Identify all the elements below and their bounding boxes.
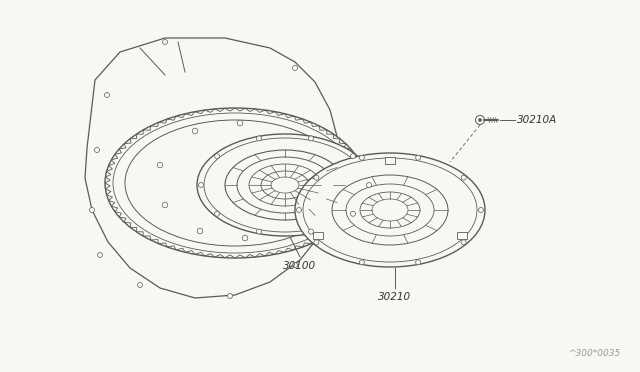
Circle shape (198, 183, 204, 187)
Ellipse shape (332, 175, 448, 245)
Text: 30210A: 30210A (517, 115, 557, 125)
Circle shape (351, 211, 355, 216)
Bar (313, 231, 323, 238)
Ellipse shape (295, 153, 485, 267)
Circle shape (90, 208, 95, 212)
Circle shape (479, 208, 483, 212)
Circle shape (308, 229, 314, 234)
Circle shape (415, 260, 420, 265)
Circle shape (162, 202, 168, 208)
Circle shape (324, 198, 330, 202)
Circle shape (257, 229, 262, 234)
Circle shape (157, 162, 163, 168)
Circle shape (97, 253, 102, 257)
Ellipse shape (105, 108, 365, 258)
Ellipse shape (204, 166, 230, 183)
Circle shape (476, 115, 484, 125)
Circle shape (282, 138, 288, 144)
Bar (457, 231, 467, 238)
Polygon shape (85, 38, 338, 298)
Circle shape (104, 93, 109, 97)
Circle shape (163, 39, 168, 45)
Ellipse shape (249, 164, 321, 206)
Circle shape (197, 228, 203, 234)
Text: 30100: 30100 (284, 261, 317, 271)
Circle shape (257, 136, 262, 141)
Ellipse shape (125, 120, 345, 246)
Circle shape (314, 175, 319, 180)
Circle shape (237, 120, 243, 126)
Ellipse shape (360, 192, 420, 228)
Circle shape (292, 65, 298, 71)
Circle shape (227, 294, 232, 298)
Circle shape (214, 211, 220, 216)
Ellipse shape (271, 177, 299, 193)
Circle shape (95, 148, 99, 153)
Circle shape (415, 155, 420, 160)
Ellipse shape (237, 157, 333, 213)
Ellipse shape (372, 199, 408, 221)
Circle shape (314, 240, 319, 245)
Circle shape (252, 185, 258, 191)
Circle shape (479, 119, 481, 122)
Circle shape (360, 155, 364, 160)
Circle shape (360, 260, 364, 265)
Ellipse shape (346, 184, 434, 236)
Ellipse shape (261, 171, 309, 199)
Circle shape (284, 218, 290, 224)
Circle shape (214, 154, 220, 159)
Circle shape (461, 240, 466, 245)
Circle shape (222, 170, 228, 176)
Text: ^300*0035: ^300*0035 (568, 349, 620, 358)
Bar (385, 157, 395, 164)
Circle shape (138, 282, 143, 288)
Circle shape (242, 235, 248, 241)
Text: 30210: 30210 (378, 292, 412, 302)
Circle shape (367, 183, 371, 187)
Circle shape (296, 208, 301, 212)
Circle shape (461, 175, 466, 180)
Circle shape (351, 154, 355, 159)
Ellipse shape (197, 134, 373, 236)
Circle shape (292, 263, 298, 267)
Circle shape (192, 128, 198, 134)
Circle shape (308, 136, 314, 141)
Ellipse shape (225, 150, 345, 220)
